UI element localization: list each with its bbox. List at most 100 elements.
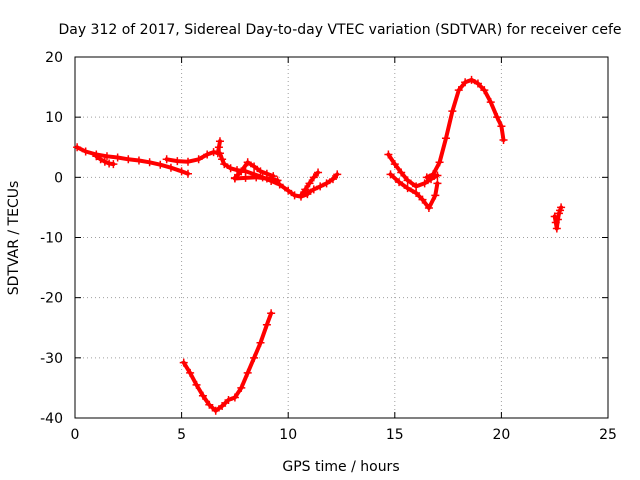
data-point (100, 157, 109, 166)
series-track-b (92, 152, 118, 169)
series-track-m (550, 203, 566, 233)
data-point (220, 160, 229, 169)
data-point (454, 86, 463, 95)
data-point (237, 167, 246, 176)
y-tick-label: -40 (40, 411, 63, 427)
data-point (305, 179, 314, 188)
data-point (226, 164, 235, 173)
data-point (557, 203, 566, 212)
data-point (243, 368, 252, 377)
data-point (113, 153, 122, 162)
data-point (403, 184, 412, 193)
data-point (173, 157, 182, 166)
data-point (179, 358, 188, 367)
data-point (316, 182, 325, 191)
x-tick-label: 15 (386, 427, 404, 443)
series-trace (388, 172, 440, 210)
y-tick-label: -30 (40, 351, 63, 367)
series-trace (164, 150, 310, 199)
x-tick-label: 5 (177, 427, 186, 443)
y-axis-label: SDTVAR / TECUs (6, 181, 22, 296)
data-point (252, 173, 261, 182)
data-point (230, 393, 239, 402)
data-point (262, 320, 271, 329)
data-point (275, 180, 284, 189)
data-point (134, 156, 143, 165)
data-point (384, 150, 393, 159)
data-point (203, 150, 212, 159)
series-track-g (303, 170, 342, 197)
data-point (397, 168, 406, 177)
data-point (81, 147, 90, 156)
data-points (73, 75, 566, 415)
x-tick-label: 25 (599, 427, 617, 443)
data-point (267, 309, 276, 318)
data-point (486, 98, 495, 107)
data-point (322, 179, 331, 188)
grid (75, 57, 608, 418)
data-point (186, 368, 195, 377)
data-point (213, 149, 222, 158)
data-point (243, 158, 252, 167)
data-point (553, 215, 562, 224)
series-trace (424, 77, 506, 180)
data-point (309, 173, 318, 182)
data-point (328, 175, 337, 184)
data-point (198, 391, 207, 400)
data-point (73, 143, 82, 152)
data-point (102, 152, 111, 161)
y-tick-label: 10 (45, 110, 63, 126)
y-tick-label: -10 (40, 231, 63, 247)
y-tick-label: -20 (40, 291, 63, 307)
chart-title: Day 312 of 2017, Sidereal Day-to-day VTE… (58, 22, 621, 38)
data-point (433, 179, 442, 188)
data-point (166, 163, 175, 172)
x-tick-label: 20 (492, 427, 510, 443)
data-point (262, 174, 271, 183)
data-point (403, 176, 412, 185)
y-tick-label: 20 (45, 50, 63, 66)
data-point (205, 400, 214, 409)
series-track-k (386, 170, 442, 213)
data-point (273, 176, 282, 185)
series-trace (181, 311, 274, 413)
series-track-d (213, 137, 224, 158)
data-point (499, 136, 508, 145)
x-axis-label: GPS time / hours (282, 459, 399, 475)
data-point (156, 160, 165, 169)
data-point (284, 186, 293, 195)
data-point (301, 185, 310, 194)
data-point (250, 353, 259, 362)
data-point (237, 383, 246, 392)
data-point (424, 204, 433, 213)
data-point (162, 155, 171, 164)
data-point (395, 178, 404, 187)
data-point (92, 152, 101, 161)
data-point (230, 174, 239, 183)
data-point (461, 78, 470, 87)
data-point (448, 107, 457, 116)
data-point (493, 113, 502, 122)
data-point (552, 224, 561, 233)
data-point (224, 395, 233, 404)
series-track-f (230, 173, 282, 185)
data-point (96, 155, 105, 164)
data-point (192, 380, 201, 389)
data-point (309, 185, 318, 194)
data-point (412, 188, 421, 197)
data-point (497, 122, 506, 131)
data-point (109, 160, 118, 169)
data-point (333, 170, 342, 179)
data-point (183, 169, 192, 178)
data-point (218, 155, 227, 164)
data-point (431, 191, 440, 200)
data-point (183, 157, 192, 166)
data-point (420, 179, 429, 188)
plot-frame (74, 56, 609, 419)
data-point (256, 167, 265, 176)
data-point (422, 173, 431, 182)
data-point (145, 158, 154, 167)
data-point (177, 167, 186, 176)
data-point (194, 155, 203, 164)
